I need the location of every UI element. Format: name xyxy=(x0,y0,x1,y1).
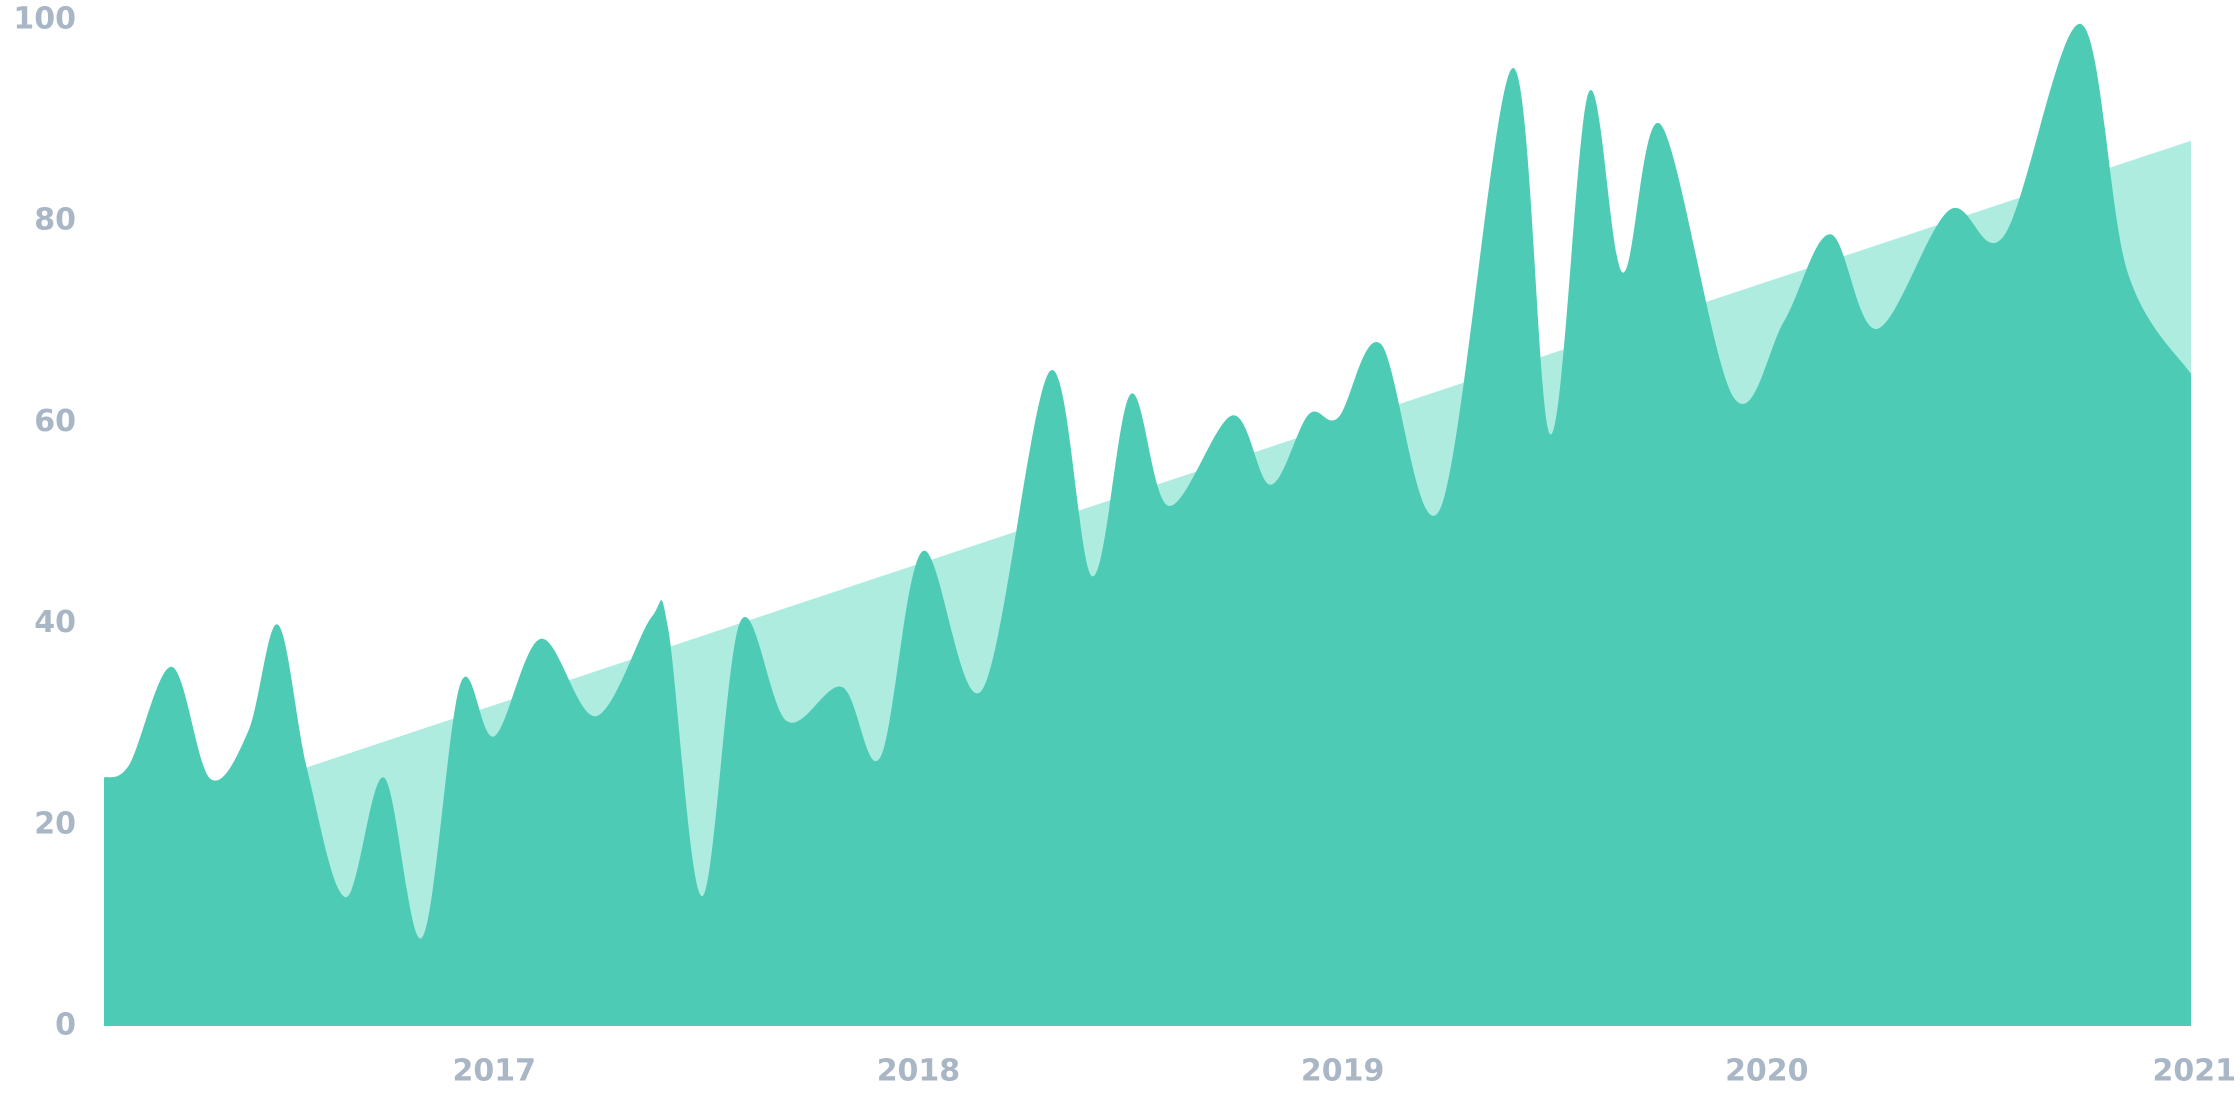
x-tick-label: 2020 xyxy=(1725,1054,1809,1089)
y-tick-label: 100 xyxy=(13,2,76,37)
y-tick-label: 40 xyxy=(34,605,76,640)
area xyxy=(104,23,2191,1026)
x-tick-label: 2018 xyxy=(877,1054,961,1089)
y-tick-label: 80 xyxy=(34,203,76,238)
y-tick-label: 20 xyxy=(34,806,76,841)
y-tick-label: 0 xyxy=(55,1008,76,1043)
x-tick-label: 2019 xyxy=(1301,1054,1385,1089)
x-tick-label: 2021 xyxy=(2153,1054,2237,1089)
y-tick-label: 60 xyxy=(34,404,76,439)
x-tick-label: 2017 xyxy=(453,1054,537,1089)
